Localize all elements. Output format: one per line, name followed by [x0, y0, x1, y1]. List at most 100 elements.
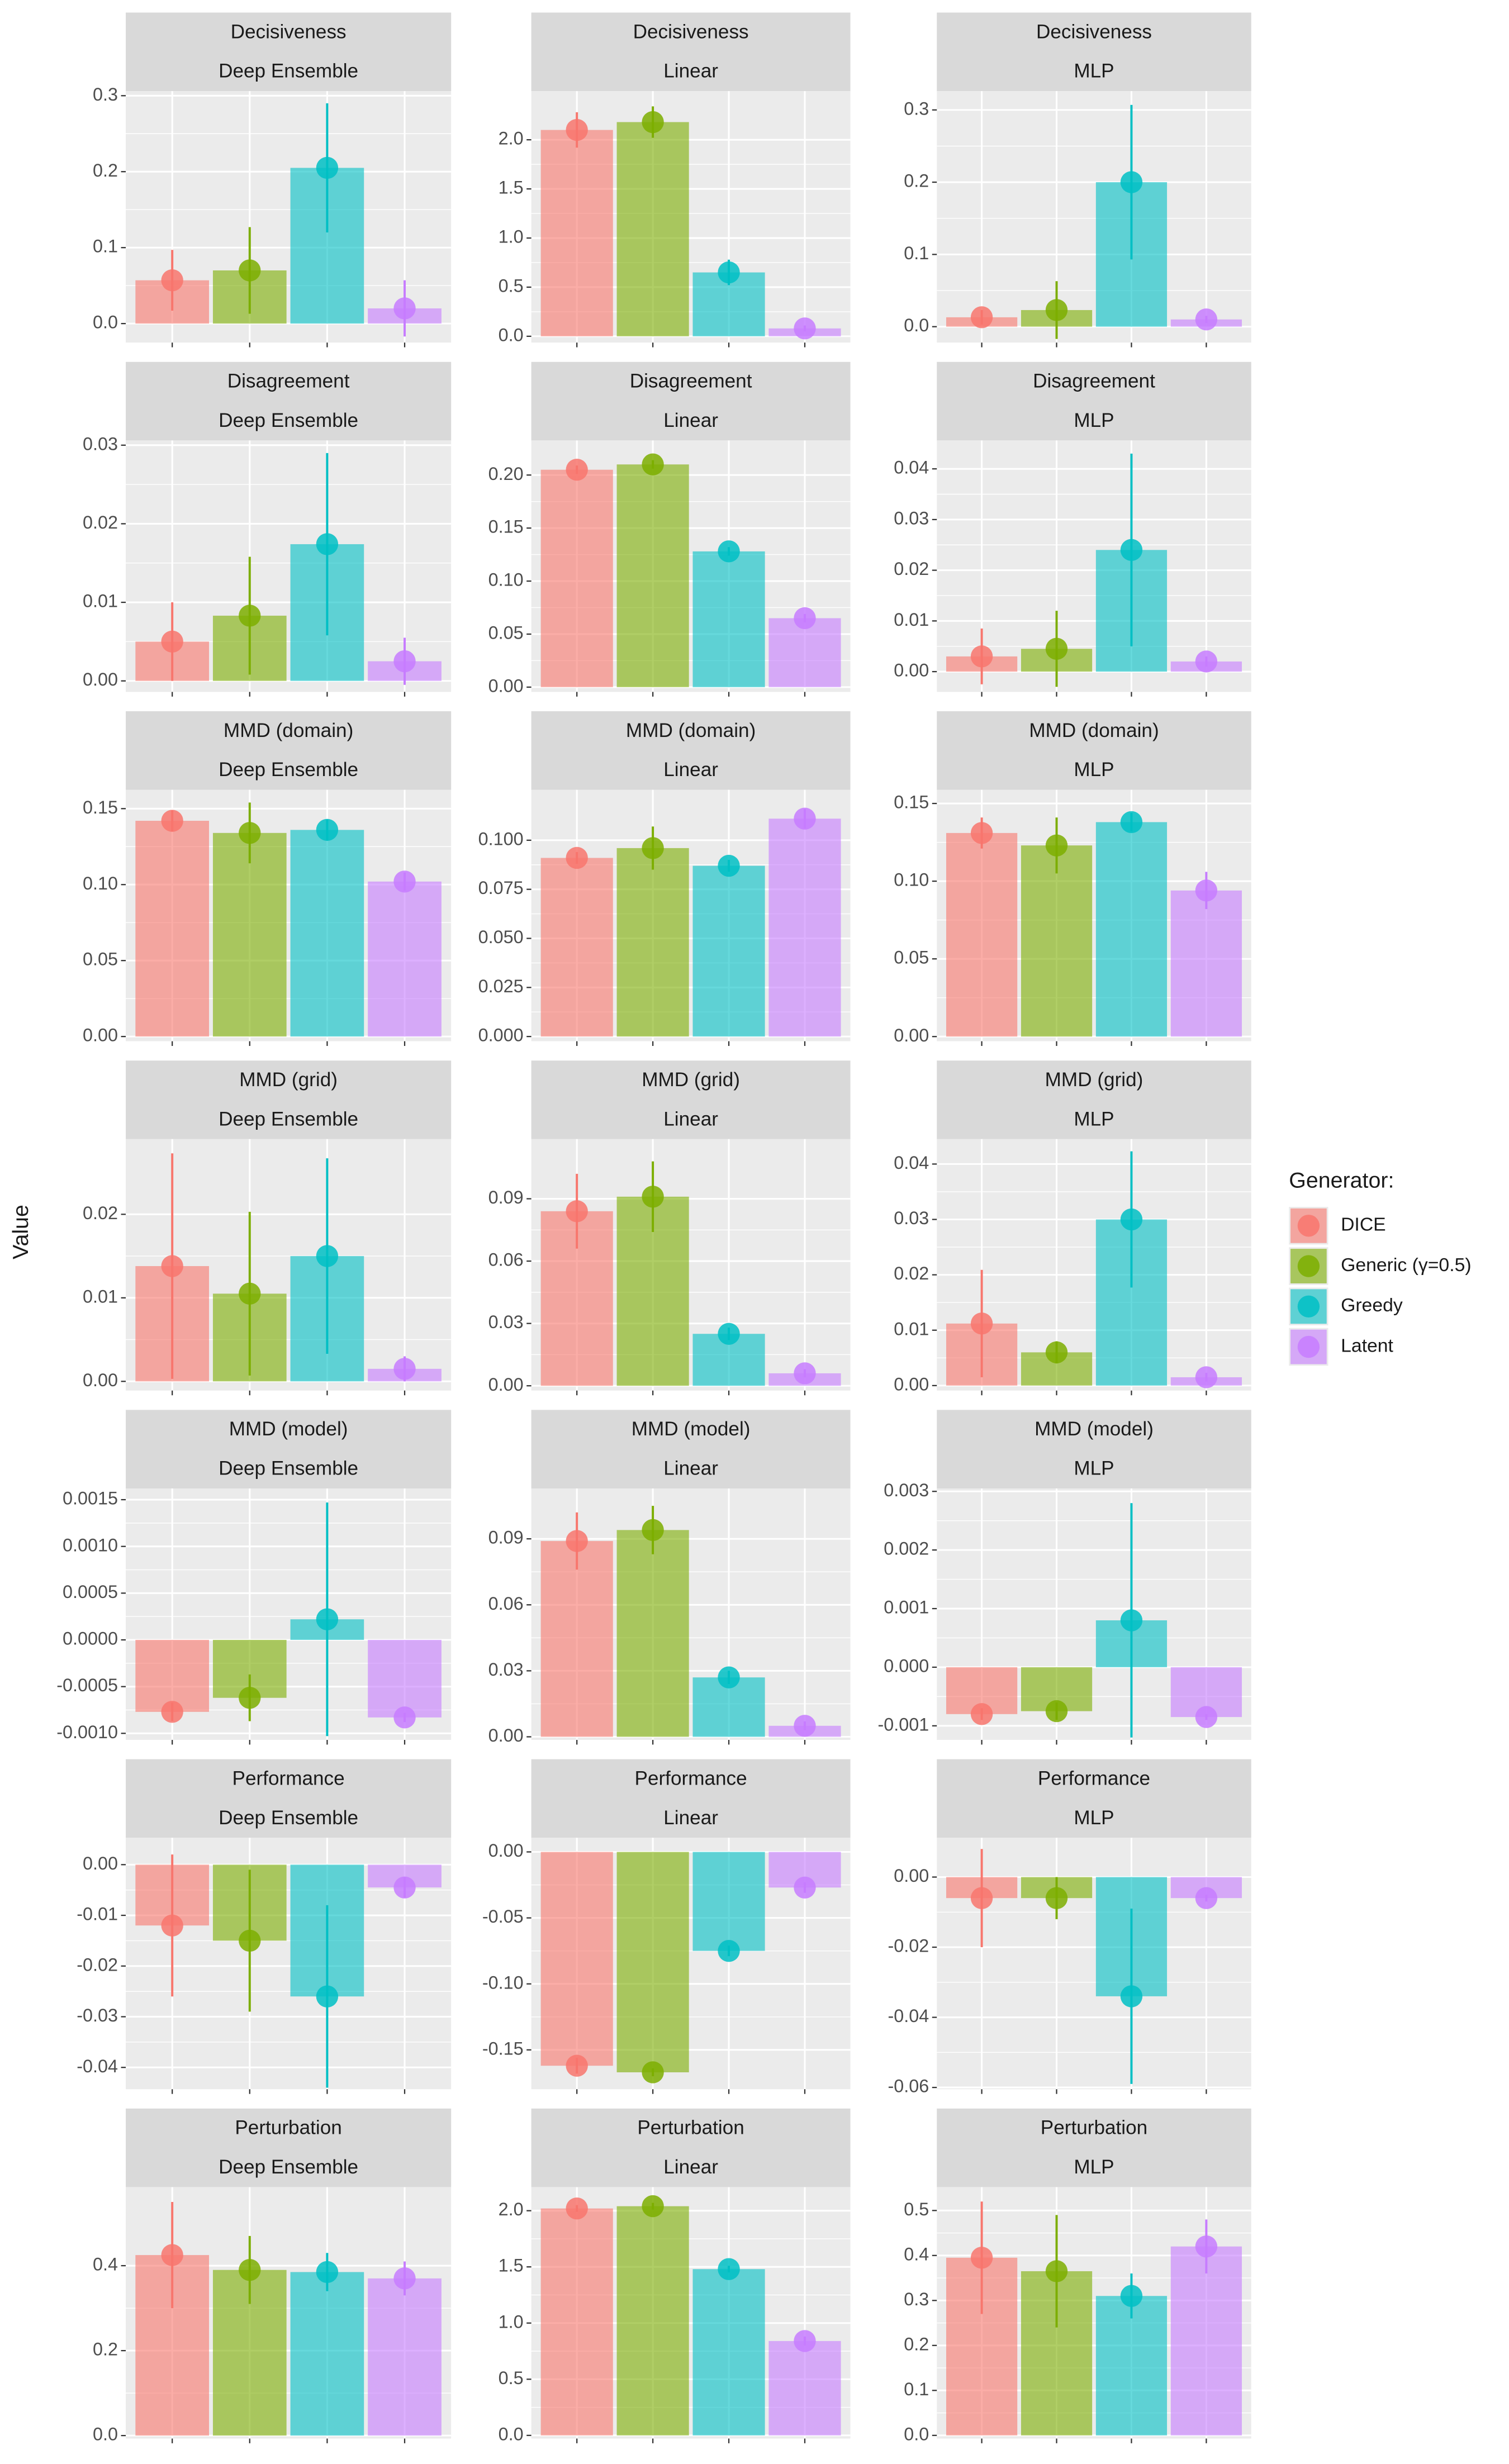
bar: [212, 833, 287, 1037]
point: [642, 1186, 664, 1208]
strip-title: Disagreement: [1033, 370, 1155, 392]
strip: [126, 1759, 452, 1838]
point: [1045, 1341, 1068, 1364]
y-tick-label: 2.0: [499, 129, 524, 149]
y-tick-label: 0.100: [478, 829, 524, 849]
y-tick-label: 0.0: [499, 325, 524, 345]
point: [1120, 1985, 1143, 2008]
strip: [531, 1410, 851, 1488]
strip: [531, 1060, 851, 1139]
bar: [1170, 890, 1242, 1037]
bar: [540, 858, 613, 1037]
point: [718, 1939, 740, 1962]
y-tick-label: 0.0000: [63, 1629, 118, 1649]
y-tick-label: 0.10: [83, 873, 118, 893]
bar: [290, 2272, 364, 2436]
point: [718, 1666, 740, 1688]
bar: [692, 2269, 765, 2436]
y-tick-label: 0.15: [83, 797, 118, 817]
strip: [531, 1759, 851, 1838]
point: [1045, 638, 1068, 660]
y-tick-label: 0.02: [894, 1263, 929, 1283]
bar: [1170, 2246, 1242, 2436]
y-tick-label: 0.00: [83, 1025, 118, 1045]
y-tick-label: 0.2: [904, 2334, 929, 2354]
y-tick-label: 0.003: [884, 1480, 929, 1500]
y-tick-label: 0.05: [488, 622, 524, 643]
strip-subtitle: Deep Ensemble: [219, 759, 358, 781]
y-tick-label: -0.01: [77, 1904, 118, 1924]
strip-title: Perturbation: [235, 2117, 341, 2139]
point: [642, 111, 664, 134]
y-tick-label: -0.04: [888, 2006, 929, 2026]
strip: [126, 2108, 452, 2187]
strip-title: Perturbation: [637, 2117, 744, 2139]
strip-subtitle: Linear: [663, 759, 718, 781]
point: [393, 297, 416, 320]
y-tick-label: 0.01: [894, 1319, 929, 1339]
point: [1120, 171, 1143, 193]
y-tick-label: 0.2: [93, 160, 118, 180]
y-tick-label: 0.0005: [63, 1582, 118, 1602]
point: [970, 2247, 993, 2269]
point: [642, 453, 664, 475]
point: [316, 819, 339, 841]
y-tick-label: 0.05: [83, 949, 118, 969]
y-tick-label: 0.3: [904, 2289, 929, 2309]
strip-title: Decisiveness: [231, 21, 347, 42]
strip: [126, 12, 452, 92]
point: [239, 2258, 261, 2281]
point: [1120, 1609, 1143, 1631]
y-tick-label: 0.03: [488, 1659, 524, 1680]
bar: [540, 469, 613, 687]
bar: [1095, 822, 1168, 1037]
point: [1195, 1706, 1218, 1728]
bar: [368, 881, 442, 1037]
strip-subtitle: MLP: [1074, 60, 1114, 82]
y-tick-label: 1.5: [499, 178, 524, 198]
strip-subtitle: Linear: [663, 1458, 718, 1480]
bar: [768, 618, 841, 687]
bar: [616, 1530, 689, 1737]
strip-title: MMD (grid): [1045, 1069, 1143, 1091]
y-tick-label: 0.1: [904, 243, 929, 263]
strip-subtitle: MLP: [1074, 759, 1114, 781]
y-tick-label: 0.01: [894, 610, 929, 630]
point: [566, 2197, 588, 2220]
strip-title: MMD (domain): [224, 720, 353, 741]
point: [239, 1282, 261, 1305]
strip: [531, 711, 851, 790]
y-tick-label: 2.0: [499, 2199, 524, 2219]
strip: [937, 12, 1251, 92]
point: [393, 2267, 416, 2290]
strip-subtitle: MLP: [1074, 1807, 1114, 1829]
y-tick-label: 0.00: [488, 1374, 524, 1395]
legend-title: Generator:: [1289, 1168, 1394, 1192]
strip: [126, 711, 452, 790]
strip: [937, 2108, 1251, 2187]
strip-title: MMD (model): [632, 1418, 751, 1440]
y-tick-label: 0.03: [894, 508, 929, 528]
y-tick-label: 0.002: [884, 1539, 929, 1559]
y-tick-label: 0.2: [904, 171, 929, 191]
point: [970, 822, 993, 844]
strip-subtitle: Deep Ensemble: [219, 410, 358, 431]
y-axis-label: Value: [8, 1205, 33, 1259]
strip-title: MMD (grid): [239, 1069, 338, 1091]
point: [316, 156, 339, 179]
bar: [692, 551, 765, 687]
strip-subtitle: MLP: [1074, 1108, 1114, 1130]
point: [642, 1519, 664, 1542]
point: [642, 2195, 664, 2218]
point: [794, 807, 816, 830]
y-tick-label: 0.5: [499, 275, 524, 296]
y-tick-label: 0.3: [93, 84, 118, 104]
y-tick-label: 0.01: [83, 591, 118, 611]
y-tick-label: 0.09: [488, 1528, 524, 1548]
y-tick-label: -0.001: [878, 1714, 929, 1734]
bar: [692, 865, 765, 1037]
y-tick-label: 0.000: [478, 1025, 524, 1045]
bar: [290, 830, 364, 1037]
point: [393, 1706, 416, 1729]
point: [970, 306, 993, 329]
